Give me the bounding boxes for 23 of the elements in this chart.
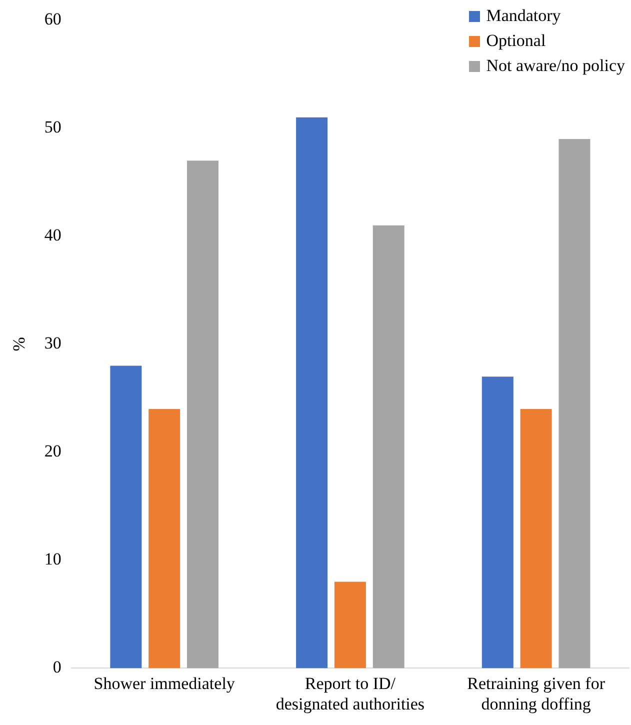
y-tick-label: 60 (44, 10, 62, 29)
bar (558, 139, 590, 668)
legend-label: Not aware/no policy (486, 56, 625, 76)
legend-label: Optional (486, 31, 546, 51)
y-tick-label: 10 (44, 550, 62, 569)
y-tick-label: 20 (44, 442, 62, 461)
y-tick-label: 0 (52, 658, 62, 677)
y-tick-label: 30 (44, 334, 62, 353)
legend-label: Mandatory (486, 6, 561, 26)
bar (148, 409, 180, 668)
bar (334, 582, 366, 668)
bar (482, 376, 514, 668)
y-tick-label: 50 (44, 118, 62, 137)
bar (520, 409, 552, 668)
x-tick-label: Retraining given for donning doffing (467, 674, 606, 714)
bar (296, 117, 328, 668)
y-axis-title: % (10, 337, 29, 352)
x-tick-label: Report to ID/ designated authorities (276, 674, 425, 714)
y-tick-label: 40 (44, 226, 62, 245)
bar (372, 225, 404, 668)
bar (110, 366, 142, 668)
x-tick-label: Shower immediately (94, 674, 236, 693)
bar (186, 160, 218, 668)
